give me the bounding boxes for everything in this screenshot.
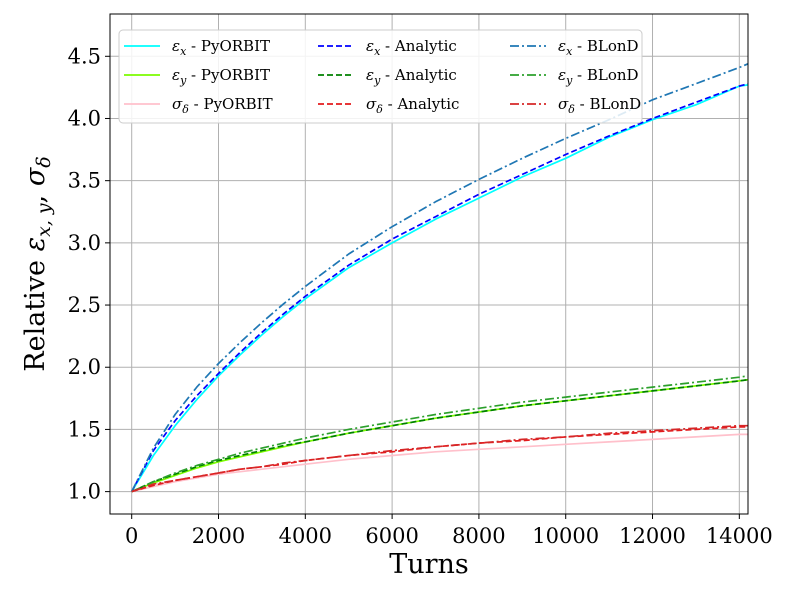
legend-box bbox=[118, 29, 643, 124]
y-axis-title-subscript: x, y bbox=[33, 203, 55, 237]
legend-entry-3: εx - Analytic bbox=[366, 37, 457, 58]
x-tick-label: 8000 bbox=[452, 524, 505, 548]
series-line-8 bbox=[131, 424, 748, 493]
series-line-5 bbox=[131, 426, 748, 493]
legend-entry-7: εy - BLonD bbox=[558, 66, 639, 87]
series-line-6 bbox=[130, 63, 749, 492]
series-line-2 bbox=[131, 433, 748, 493]
y-tick-label: 2.0 bbox=[68, 355, 101, 379]
y-axis-title-symbol: ε bbox=[20, 237, 51, 252]
y-axis-title-subscript: δ bbox=[33, 156, 55, 167]
y-tick-label: 3.5 bbox=[68, 169, 101, 193]
y-tick-label: 1.0 bbox=[68, 480, 101, 504]
series-lines bbox=[130, 63, 749, 493]
axis-ticks: 0 2000 4000 6000 8000 10000 12000 14000 1.0 1.5 2.… bbox=[68, 44, 773, 548]
y-tick-label: 4.0 bbox=[68, 106, 101, 130]
y-tick-label: 1.5 bbox=[68, 417, 101, 441]
legend-entry-1: εy - PyORBIT bbox=[172, 66, 270, 87]
legend-entry-5: σδ - Analytic bbox=[366, 95, 459, 116]
x-tick-label: 6000 bbox=[365, 524, 418, 548]
y-axis-title-text: , bbox=[20, 186, 51, 203]
y-tick-label: 3.0 bbox=[68, 231, 101, 255]
x-tick-label: 2000 bbox=[192, 524, 245, 548]
legend-entry-0: εx - PyORBIT bbox=[172, 37, 270, 58]
y-tick-label: 4.5 bbox=[68, 44, 101, 68]
legend-entry-2: σδ - PyORBIT bbox=[172, 95, 273, 116]
series-line-4 bbox=[131, 378, 749, 493]
x-tick-label: 12000 bbox=[619, 524, 686, 548]
legend-entry-8: σδ - BLonD bbox=[558, 95, 641, 116]
x-axis-title: Turns bbox=[389, 549, 469, 580]
series-line-7 bbox=[131, 375, 749, 493]
series-line-0 bbox=[130, 84, 749, 493]
x-tick-label: 10000 bbox=[532, 524, 599, 548]
legend-entry-6: εx - BLonD bbox=[558, 37, 639, 58]
plot-frame bbox=[109, 13, 749, 515]
y-axis-title-symbol: σ bbox=[20, 166, 51, 186]
legend: εx - PyORBIT εy - PyORBIT σδ - PyORBIT εx -… bbox=[118, 29, 643, 124]
y-axis-title: Relative εx, y, σδ bbox=[20, 156, 55, 371]
x-tick-label: 14000 bbox=[706, 524, 773, 548]
x-tick-label: 0 bbox=[125, 524, 138, 548]
x-tick-label: 4000 bbox=[279, 524, 332, 548]
series-line-3 bbox=[130, 82, 749, 492]
y-tick-label: 2.5 bbox=[68, 293, 101, 317]
legend-entry-4: εy - Analytic bbox=[366, 66, 457, 87]
y-axis-title-text: Relative bbox=[20, 251, 51, 371]
